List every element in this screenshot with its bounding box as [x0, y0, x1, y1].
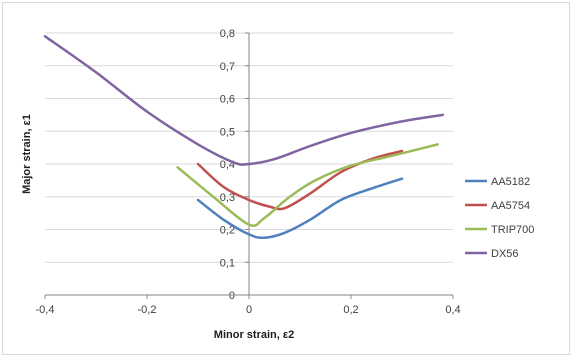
- x-tick-label: -0,4: [36, 304, 55, 316]
- y-tick-label: 0,2: [220, 225, 235, 237]
- y-axis-title: Major strain, ε1: [21, 114, 33, 194]
- series-line-trip700: [176, 143, 439, 227]
- legend-label-dx56: DX56: [491, 248, 519, 260]
- legend: AA5182 AA5754 TRIP700 DX56: [465, 176, 534, 260]
- y-tick-label: 0,1: [220, 257, 235, 269]
- x-tick-label: 0,4: [445, 304, 460, 316]
- series-line-aa5182: [196, 177, 404, 240]
- y-tick-label: 0: [229, 290, 235, 302]
- x-tick-label: 0: [246, 304, 252, 316]
- y-tick-label: 0,6: [220, 94, 235, 106]
- x-tick-label: 0,2: [343, 304, 358, 316]
- x-tick-label: -0,2: [138, 304, 157, 316]
- y-tick-label: 0,3: [220, 192, 235, 204]
- y-tick-label: 0,7: [220, 61, 235, 73]
- axes: 00,10,20,30,40,50,60,70,8-0,4 -0,2 0 0,2 0,4: [36, 28, 461, 316]
- series-lines: [43, 35, 445, 240]
- line-chart: 00,10,20,30,40,50,60,70,8-0,4 -0,2 0 0,2 0,4…: [21, 28, 534, 341]
- legend-label-aa5754: AA5754: [491, 200, 530, 212]
- legend-label-aa5182: AA5182: [491, 176, 530, 188]
- y-tick-label: 0,8: [220, 28, 235, 40]
- x-axis-title: Minor strain, ε2: [214, 329, 294, 341]
- series-line-dx56: [43, 35, 445, 166]
- chart-frame: 0 0,1 0,2 0,3 0,4 0,5 0,6 0,7 0,8 -0,4 -0,2 0 0,2 0,4…: [2, 2, 570, 355]
- legend-label-trip700: TRIP700: [491, 224, 534, 236]
- y-tick-label: 0,5: [220, 126, 235, 138]
